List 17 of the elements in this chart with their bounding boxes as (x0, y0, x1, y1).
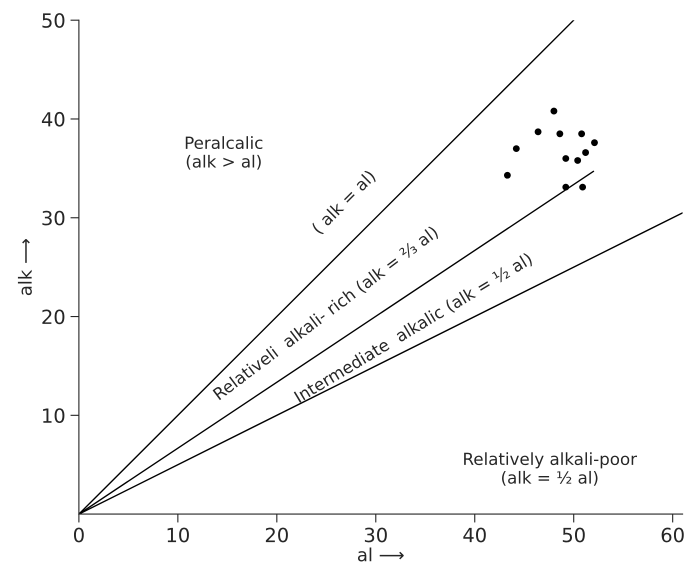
y-tick-label: 40 (42, 112, 64, 127)
x-tick-label: 20 (266, 528, 288, 542)
x-axis-title: al ⟶ (358, 548, 404, 562)
annotation: ( alk = al) (310, 169, 378, 236)
y-tick-label: 10 (43, 408, 64, 423)
x-tick-label: 30 (364, 528, 387, 542)
y-tick-label: 50 (42, 13, 64, 28)
y-tick-label: 20 (42, 310, 64, 324)
x-tick-label: 60 (662, 528, 684, 542)
annotation: Peralcalic (alk > al) (186, 136, 262, 170)
x-tick-label: 10 (168, 528, 189, 542)
x-tick-label: 0 (74, 528, 84, 542)
x-tick-label: 50 (562, 528, 585, 542)
x-tick-label: 40 (463, 528, 486, 542)
y-tick-label: 30 (42, 210, 64, 226)
annotation: Relatively alkali-poor (alk = ½ al) (464, 452, 638, 486)
y-axis-title: alk ⟶ (18, 238, 32, 296)
